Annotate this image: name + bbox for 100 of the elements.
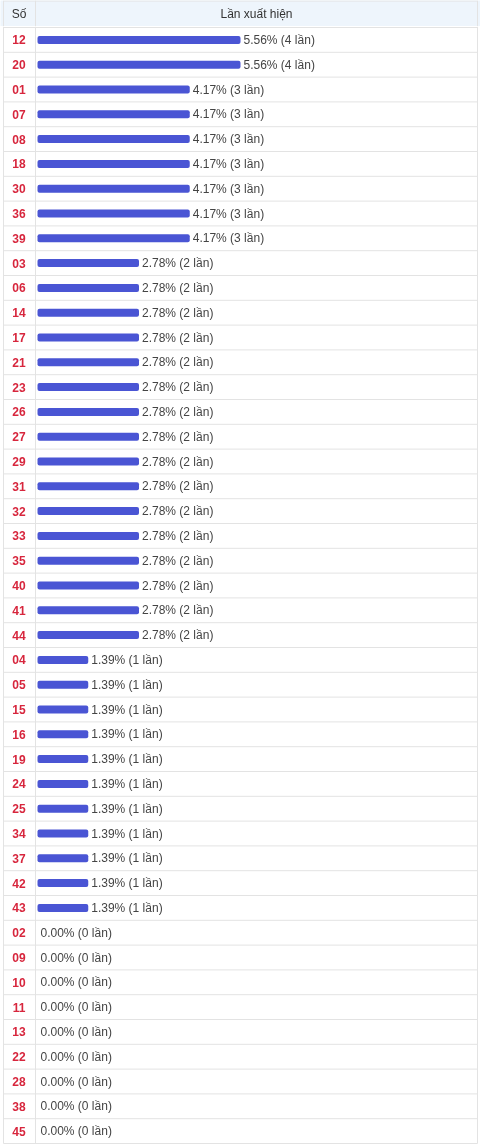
y-tick-label: 27 bbox=[12, 430, 26, 445]
bar bbox=[37, 308, 139, 317]
y-tick-label: 36 bbox=[12, 207, 26, 221]
bar bbox=[37, 85, 190, 94]
y-tick-label: 19 bbox=[12, 752, 26, 767]
data-label: 2.78% (2 lần) bbox=[142, 305, 214, 320]
y-tick-label: 24 bbox=[12, 777, 26, 792]
y-axis-title: Số bbox=[11, 6, 27, 21]
bar bbox=[37, 159, 190, 168]
data-label: 2.78% (2 lần) bbox=[142, 380, 214, 395]
data-label: 2.78% (2 lần) bbox=[142, 479, 214, 494]
bar bbox=[37, 135, 190, 144]
bar bbox=[37, 531, 139, 540]
data-label: 2.78% (2 lần) bbox=[142, 355, 214, 370]
bar bbox=[37, 407, 139, 416]
data-label: 1.39% (1 lần) bbox=[91, 677, 163, 692]
bar bbox=[37, 680, 89, 689]
y-tick-label: 35 bbox=[12, 554, 26, 569]
data-label: 2.78% (2 lần) bbox=[142, 280, 214, 295]
y-tick-label: 16 bbox=[12, 727, 26, 742]
data-label: 1.39% (1 lần) bbox=[91, 826, 163, 841]
y-tick-label: 13 bbox=[12, 1025, 26, 1040]
bar bbox=[37, 507, 139, 516]
y-tick-label: 40 bbox=[12, 579, 26, 593]
y-tick-label: 39 bbox=[12, 231, 26, 246]
y-tick-label: 37 bbox=[12, 851, 26, 866]
bar bbox=[37, 854, 89, 863]
y-tick-label: 01 bbox=[12, 83, 26, 97]
y-tick-label: 41 bbox=[12, 603, 26, 618]
data-label: 0.00% (0 lần) bbox=[40, 1099, 112, 1114]
data-label: 2.78% (2 lần) bbox=[142, 628, 214, 643]
bar bbox=[37, 209, 190, 218]
y-tick-label: 18 bbox=[12, 157, 26, 172]
data-label: 1.39% (1 lần) bbox=[91, 801, 163, 816]
bar bbox=[37, 556, 139, 565]
bar bbox=[37, 60, 241, 69]
bar bbox=[37, 333, 139, 342]
y-tick-label: 28 bbox=[12, 1075, 26, 1089]
bar bbox=[37, 705, 89, 714]
bar bbox=[37, 730, 89, 739]
y-tick-label: 12 bbox=[12, 33, 26, 48]
bar bbox=[37, 903, 89, 912]
y-tick-label: 45 bbox=[12, 1124, 26, 1139]
data-label: 0.00% (0 lần) bbox=[40, 1000, 112, 1015]
data-label: 5.56% (4 lần) bbox=[243, 57, 315, 72]
x-axis-title: Lần xuất hiện bbox=[220, 6, 293, 21]
data-label: 1.39% (1 lần) bbox=[91, 752, 163, 767]
y-tick-label: 15 bbox=[12, 703, 26, 717]
y-tick-label: 44 bbox=[12, 628, 26, 643]
y-tick-label: 33 bbox=[12, 529, 26, 544]
y-tick-label: 04 bbox=[12, 653, 26, 668]
y-tick-label: 14 bbox=[12, 306, 26, 321]
y-tick-label: 38 bbox=[12, 1099, 26, 1114]
y-tick-label: 20 bbox=[12, 58, 26, 73]
bar bbox=[37, 631, 139, 640]
data-label: 4.17% (3 lần) bbox=[192, 206, 265, 221]
bar bbox=[37, 482, 139, 491]
bar bbox=[37, 755, 89, 764]
data-label: 4.17% (3 lần) bbox=[192, 82, 265, 97]
bar bbox=[37, 457, 139, 466]
data-label: 2.78% (2 lần) bbox=[142, 454, 214, 469]
bar bbox=[37, 234, 190, 243]
y-tick-label: 08 bbox=[12, 132, 26, 147]
y-tick-label: 34 bbox=[12, 827, 26, 841]
y-tick-label: 29 bbox=[12, 455, 26, 469]
y-tick-label: 31 bbox=[12, 479, 26, 494]
y-tick-label: 43 bbox=[12, 901, 26, 916]
data-label: 5.56% (4 lần) bbox=[243, 32, 315, 47]
bar bbox=[37, 110, 190, 119]
data-label: 1.39% (1 lần) bbox=[91, 652, 163, 667]
bar bbox=[37, 35, 241, 44]
data-label: 4.17% (3 lần) bbox=[192, 181, 265, 196]
bar bbox=[37, 581, 139, 590]
data-label: 2.78% (2 lần) bbox=[142, 256, 214, 271]
y-tick-label: 22 bbox=[12, 1050, 26, 1065]
data-label: 0.00% (0 lần) bbox=[40, 1074, 112, 1089]
data-label: 2.78% (2 lần) bbox=[142, 553, 214, 568]
y-tick-label: 10 bbox=[12, 975, 26, 990]
bar bbox=[37, 432, 139, 441]
bar bbox=[37, 804, 89, 813]
data-label: 0.00% (0 lần) bbox=[40, 1124, 112, 1139]
y-tick-label: 03 bbox=[12, 256, 26, 271]
data-label: 2.78% (2 lần) bbox=[142, 404, 214, 419]
data-label: 2.78% (2 lần) bbox=[142, 504, 214, 519]
data-label: 2.78% (2 lần) bbox=[142, 528, 214, 543]
data-label: 4.17% (3 lần) bbox=[192, 231, 265, 246]
data-label: 4.17% (3 lần) bbox=[192, 107, 265, 122]
bar bbox=[37, 779, 89, 788]
bar bbox=[37, 358, 139, 367]
data-label: 0.00% (0 lần) bbox=[40, 1024, 112, 1039]
y-tick-label: 21 bbox=[12, 355, 26, 370]
y-tick-label: 23 bbox=[12, 380, 26, 395]
data-label: 1.39% (1 lần) bbox=[91, 702, 163, 717]
y-tick-label: 11 bbox=[12, 1000, 26, 1015]
y-tick-label: 09 bbox=[12, 951, 26, 965]
y-tick-label: 32 bbox=[12, 504, 26, 519]
data-label: 1.39% (1 lần) bbox=[91, 727, 163, 742]
data-label: 1.39% (1 lần) bbox=[91, 876, 163, 891]
data-label: 2.78% (2 lần) bbox=[142, 429, 214, 444]
y-tick-label: 17 bbox=[12, 331, 26, 345]
